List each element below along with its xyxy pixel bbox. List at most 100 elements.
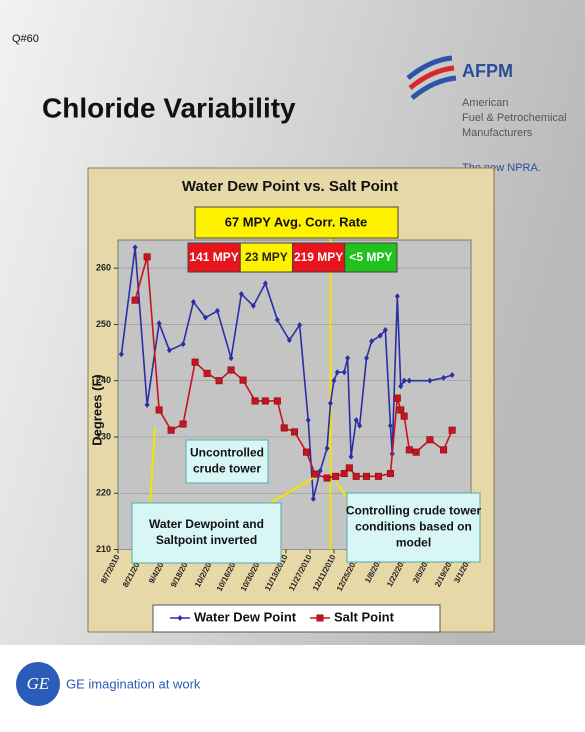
point — [352, 472, 360, 480]
y-tick-label: 220 — [96, 488, 111, 498]
logo-name: AFPM — [462, 61, 513, 81]
point — [341, 369, 347, 376]
callout-arrow — [149, 427, 156, 504]
banner-segment-label: 23 MPY — [245, 250, 288, 264]
annotation-box — [346, 492, 481, 563]
banner-segment — [292, 242, 346, 273]
point — [394, 293, 400, 300]
point — [311, 470, 319, 478]
point — [426, 436, 434, 444]
annotation-text: Controlling crude tower — [346, 504, 482, 518]
banner-segment — [187, 242, 241, 273]
point — [412, 448, 420, 456]
point — [393, 394, 401, 402]
annotation-text: model — [396, 536, 431, 550]
point — [118, 351, 124, 358]
point — [377, 332, 383, 339]
point — [345, 464, 353, 472]
annotation-text: Uncontrolled — [190, 446, 264, 460]
slide-title: Chloride Variability — [42, 92, 296, 123]
point — [290, 428, 298, 436]
slide-footer-area — [0, 645, 585, 732]
annotation-text: Saltpoint inverted — [156, 533, 257, 547]
point — [215, 377, 223, 385]
point — [353, 417, 359, 424]
point — [317, 467, 323, 474]
logo-stripe — [406, 55, 453, 80]
point — [180, 341, 186, 348]
point — [401, 377, 407, 384]
banner-box — [194, 206, 399, 239]
point — [131, 296, 139, 304]
point — [345, 355, 351, 362]
point — [297, 321, 303, 328]
point — [406, 377, 412, 384]
ge-mark — [16, 662, 60, 706]
logo-line: Fuel & Petrochemical — [462, 112, 567, 124]
point — [214, 307, 220, 314]
point — [357, 422, 363, 429]
logo-stripe — [410, 75, 457, 100]
banner-text: 67 MPY Avg. Corr. Rate — [225, 214, 368, 229]
annotation-text: crude tower — [193, 462, 261, 476]
logo-stripe — [408, 65, 455, 90]
point — [305, 417, 311, 424]
point — [302, 448, 310, 456]
overlay: 67 MPY Avg. Corr. Rate 141 MPY 23 MPY 219 M… — [131, 206, 482, 633]
point — [382, 327, 388, 334]
banner-segment-label: <5 MPY — [349, 250, 392, 264]
point — [166, 347, 172, 354]
point — [144, 401, 150, 408]
logo-line: Manufacturers — [462, 127, 533, 139]
point — [324, 445, 330, 452]
point — [156, 320, 162, 327]
ge-mark-text: GE — [27, 674, 50, 693]
annotation-box — [185, 439, 269, 484]
point — [387, 422, 393, 429]
legend-label: Water Dew Point — [194, 609, 297, 624]
point — [274, 316, 280, 323]
ge-logo: GE GE imagination at work — [16, 662, 201, 706]
chart-title: Water Dew Point vs. Salt Point — [182, 178, 398, 195]
banner-segment — [239, 242, 293, 273]
point — [398, 383, 404, 390]
point — [323, 474, 331, 482]
point — [239, 376, 247, 384]
point — [427, 377, 433, 384]
ge-tagline: GE imagination at work — [66, 676, 201, 691]
point — [238, 291, 244, 298]
slide-id: Q#60 — [12, 33, 39, 45]
point — [203, 369, 211, 377]
banner-segment-label: 141 MPY — [189, 250, 238, 264]
point — [369, 338, 375, 345]
logo-line: American — [462, 97, 508, 109]
point — [340, 470, 348, 478]
point — [228, 355, 234, 362]
point — [405, 446, 413, 454]
point — [191, 358, 199, 366]
point — [155, 406, 163, 414]
point — [386, 470, 394, 478]
point — [177, 615, 183, 621]
point — [397, 406, 405, 414]
point — [262, 280, 268, 287]
point — [286, 337, 292, 344]
y-tick-label: 240 — [96, 375, 111, 385]
callout-arrow — [269, 477, 314, 504]
point — [362, 472, 370, 480]
point — [132, 244, 138, 251]
point — [327, 400, 333, 407]
point — [273, 397, 281, 405]
point — [261, 397, 269, 405]
point — [316, 614, 324, 622]
point — [334, 369, 340, 376]
point — [374, 472, 382, 480]
point — [179, 420, 187, 428]
annotation-text: conditions based on — [355, 520, 472, 534]
y-tick-label: 250 — [96, 319, 111, 329]
legend-label: Salt Point — [334, 609, 395, 624]
afpm-logo: AFPM American Fuel & Petrochemical Manuf… — [406, 55, 567, 174]
point — [441, 374, 447, 381]
point — [280, 424, 288, 432]
